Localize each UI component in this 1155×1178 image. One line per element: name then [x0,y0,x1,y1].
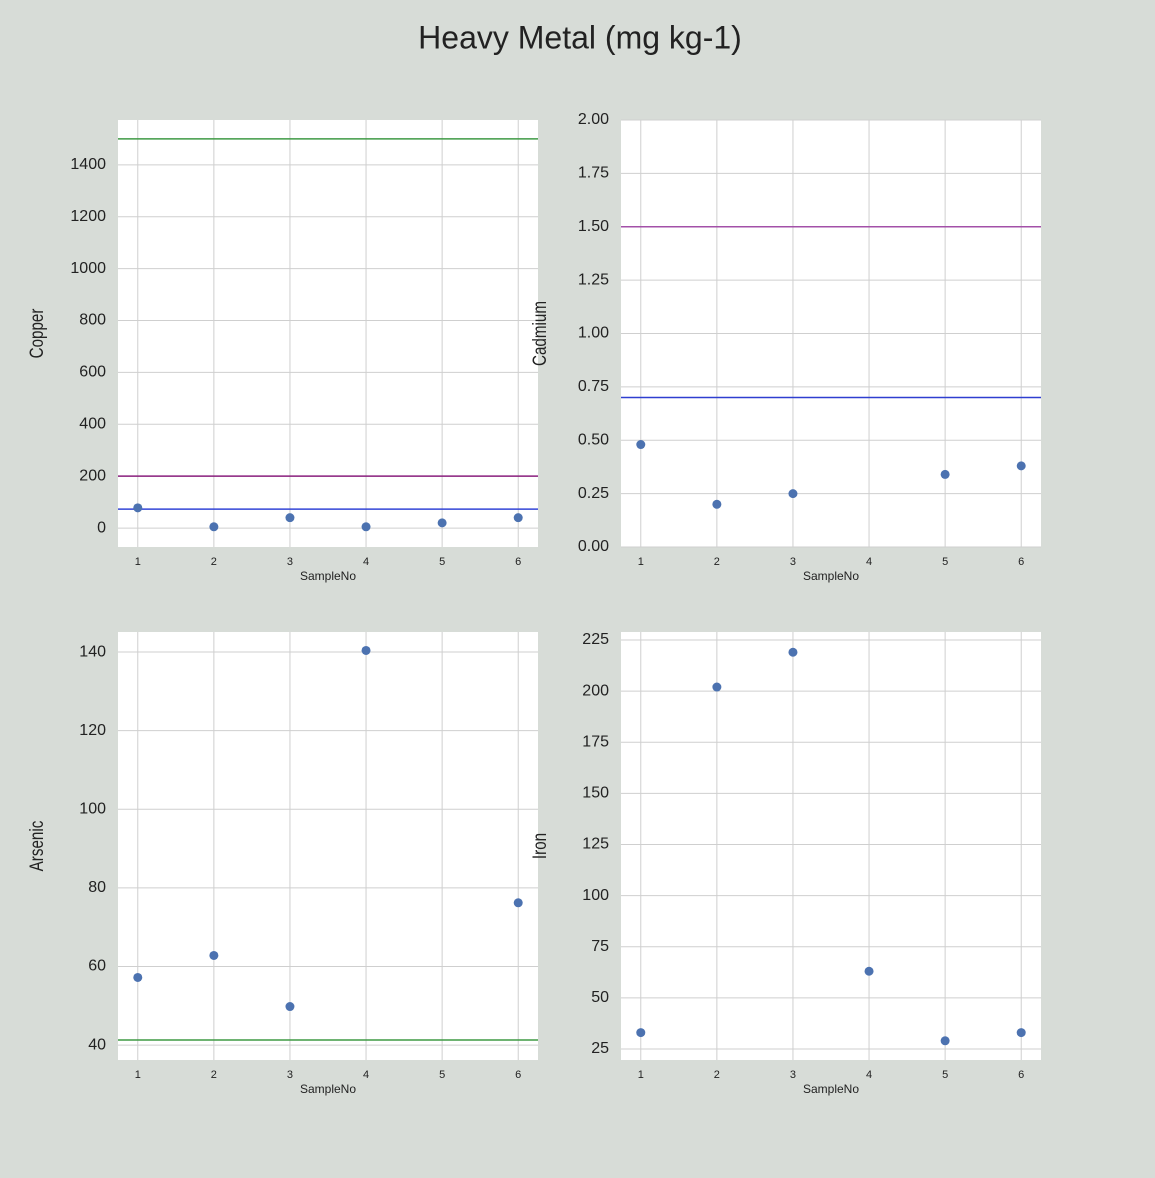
data-point [285,513,295,523]
y-tick-label: 1.00 [578,325,609,342]
data-point [209,522,219,532]
x-tick-label: 6 [1018,556,1024,568]
y-tick-label: 60 [88,958,106,975]
y-tick-label: 40 [88,1036,106,1053]
y-axis-label: Iron [528,833,550,859]
y-tick-label: 800 [79,312,106,329]
y-tick-label: 0.00 [578,538,609,555]
x-tick-label: 2 [714,556,720,568]
y-tick-label: 225 [582,631,609,648]
y-tick-label: 25 [591,1040,609,1057]
data-point [361,522,371,532]
y-tick-label: 1400 [70,156,106,173]
y-tick-label: 75 [591,938,609,955]
x-axis-label: SampleNo [300,569,356,583]
y-axis-label: Cadmium [528,301,550,366]
x-tick-label: 2 [211,556,217,568]
data-point [788,489,798,499]
x-tick-label: 6 [515,556,521,568]
y-tick-label: 400 [79,416,106,433]
x-tick-label: 1 [135,556,141,568]
x-tick-label: 1 [135,1069,141,1081]
x-tick-label: 5 [942,1069,948,1081]
y-tick-label: 0.50 [578,431,609,448]
data-point [285,1002,295,1012]
y-tick-label: 80 [88,879,106,896]
data-point [864,966,874,976]
data-point [133,503,143,513]
x-tick-label: 3 [287,1069,293,1081]
x-tick-label: 6 [1018,1069,1024,1081]
y-tick-label: 100 [582,887,609,904]
y-tick-label: 200 [582,682,609,699]
x-tick-label: 6 [515,1069,521,1081]
data-point [940,469,950,479]
x-tick-label: 2 [714,1069,720,1081]
x-tick-label: 4 [363,556,369,568]
data-point [636,440,646,450]
data-point [712,499,722,509]
y-tick-label: 0 [97,519,106,536]
x-axis-label: SampleNo [803,569,859,583]
data-point [437,518,447,528]
x-tick-label: 5 [942,556,948,568]
y-tick-label: 50 [591,989,609,1006]
y-tick-label: 1200 [70,208,106,225]
y-axis-label: Copper [25,308,47,358]
x-tick-label: 2 [211,1069,217,1081]
x-axis-label: SampleNo [300,1082,356,1096]
y-tick-label: 600 [79,364,106,381]
x-tick-label: 1 [638,556,644,568]
x-tick-label: 4 [866,1069,872,1081]
y-tick-label: 1000 [70,260,106,277]
data-point [133,972,143,982]
x-tick-label: 5 [439,1069,445,1081]
x-tick-label: 3 [287,556,293,568]
x-tick-label: 1 [638,1069,644,1081]
data-point [712,682,722,692]
data-point [1016,461,1026,471]
y-tick-label: 120 [79,722,106,739]
y-tick-label: 0.75 [578,378,609,395]
plot-area [118,632,538,1060]
plot-area [621,632,1041,1060]
x-tick-label: 4 [866,556,872,568]
y-tick-label: 175 [582,733,609,750]
data-point [513,898,523,908]
y-tick-label: 0.25 [578,485,609,502]
data-point [636,1028,646,1038]
y-tick-label: 100 [79,800,106,817]
y-tick-label: 1.25 [578,271,609,288]
data-point [209,950,219,960]
x-tick-label: 3 [790,1069,796,1081]
data-point [1016,1028,1026,1038]
data-point [513,513,523,523]
y-tick-label: 140 [79,643,106,660]
y-tick-label: 200 [79,467,106,484]
figure-title: Heavy Metal (mg kg-1) [418,19,742,55]
plot-area [118,120,538,547]
x-axis-label: SampleNo [803,1082,859,1096]
x-tick-label: 3 [790,556,796,568]
y-tick-label: 1.75 [578,165,609,182]
y-tick-label: 1.50 [578,218,609,235]
x-tick-label: 4 [363,1069,369,1081]
x-tick-label: 5 [439,556,445,568]
data-point [940,1036,950,1046]
data-point [361,645,371,655]
y-tick-label: 125 [582,836,609,853]
y-axis-label: Arsenic [25,820,47,871]
y-tick-label: 150 [582,785,609,802]
data-point [788,647,798,657]
y-tick-label: 2.00 [578,111,609,128]
